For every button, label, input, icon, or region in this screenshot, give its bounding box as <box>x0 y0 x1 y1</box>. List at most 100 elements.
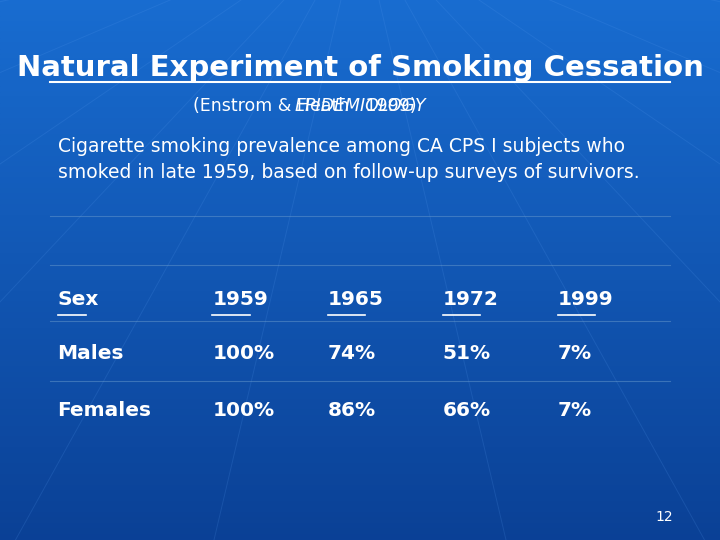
Bar <box>0 27 720 32</box>
Bar <box>0 394 720 400</box>
Bar <box>0 216 720 221</box>
Bar <box>0 54 720 59</box>
Text: Sex: Sex <box>58 290 99 309</box>
Bar <box>0 221 720 227</box>
Text: 100%: 100% <box>212 344 274 363</box>
Bar <box>0 459 720 464</box>
Bar <box>0 329 720 335</box>
Bar <box>0 86 720 92</box>
Bar <box>0 232 720 238</box>
Bar <box>0 443 720 448</box>
Bar <box>0 108 720 113</box>
Bar <box>0 373 720 378</box>
Bar <box>0 389 720 394</box>
Text: 7%: 7% <box>558 401 592 420</box>
Bar <box>0 286 720 292</box>
Bar <box>0 5 720 11</box>
Bar <box>0 400 720 405</box>
Bar <box>0 410 720 416</box>
Bar <box>0 497 720 502</box>
Bar <box>0 378 720 383</box>
Text: Males: Males <box>58 344 124 363</box>
Bar <box>0 103 720 108</box>
Bar <box>0 59 720 65</box>
Bar <box>0 162 720 167</box>
Bar <box>0 151 720 157</box>
Text: EPIDEMIOLOGY: EPIDEMIOLOGY <box>294 97 426 116</box>
Bar <box>0 38 720 43</box>
Bar <box>0 254 720 259</box>
Bar <box>0 313 720 319</box>
Bar <box>0 421 720 427</box>
Bar <box>0 49 720 54</box>
Bar <box>0 518 720 524</box>
Bar <box>0 70 720 76</box>
Bar <box>0 238 720 243</box>
Bar <box>0 319 720 324</box>
Bar <box>0 437 720 443</box>
Bar <box>0 243 720 248</box>
Text: 12: 12 <box>656 510 673 524</box>
Bar <box>0 16 720 22</box>
Bar <box>0 513 720 518</box>
Bar <box>0 113 720 119</box>
Bar <box>0 275 720 281</box>
Text: 100%: 100% <box>212 401 274 420</box>
Bar <box>0 340 720 346</box>
Bar <box>0 270 720 275</box>
Bar <box>0 43 720 49</box>
Text: (Enstrom & Heath: (Enstrom & Heath <box>193 97 360 116</box>
Bar <box>0 464 720 470</box>
Text: 7%: 7% <box>558 344 592 363</box>
Bar <box>0 184 720 189</box>
Bar <box>0 259 720 265</box>
Bar <box>0 535 720 540</box>
Bar <box>0 302 720 308</box>
Bar <box>0 265 720 270</box>
Bar <box>0 146 720 151</box>
Bar <box>0 97 720 103</box>
Bar <box>0 367 720 373</box>
Bar <box>0 351 720 356</box>
Bar <box>0 135 720 140</box>
Text: Natural Experiment of Smoking Cessation: Natural Experiment of Smoking Cessation <box>17 53 703 82</box>
Bar <box>0 11 720 16</box>
Bar <box>0 346 720 351</box>
Bar <box>0 502 720 508</box>
Bar <box>0 508 720 513</box>
Bar <box>0 292 720 297</box>
Bar <box>0 140 720 146</box>
Bar <box>0 470 720 475</box>
Bar <box>0 200 720 205</box>
Text: 1972: 1972 <box>443 290 499 309</box>
Bar <box>0 92 720 97</box>
Text: 1999): 1999) <box>360 97 417 116</box>
Bar <box>0 32 720 38</box>
Text: 74%: 74% <box>328 344 376 363</box>
Bar <box>0 356 720 362</box>
Text: 66%: 66% <box>443 401 491 420</box>
Bar <box>0 427 720 432</box>
Text: Females: Females <box>58 401 152 420</box>
Bar <box>0 194 720 200</box>
Bar <box>0 335 720 340</box>
Bar <box>0 0 720 5</box>
Bar <box>0 205 720 211</box>
Bar <box>0 448 720 454</box>
Bar <box>0 76 720 81</box>
Bar <box>0 157 720 162</box>
Text: 86%: 86% <box>328 401 376 420</box>
Bar <box>0 454 720 459</box>
Bar <box>0 491 720 497</box>
Bar <box>0 65 720 70</box>
Bar <box>0 22 720 27</box>
Bar <box>0 529 720 535</box>
Bar <box>0 481 720 486</box>
Text: 51%: 51% <box>443 344 491 363</box>
Bar <box>0 362 720 367</box>
Bar <box>0 173 720 178</box>
Bar <box>0 383 720 389</box>
Text: Cigarette smoking prevalence among CA CPS I subjects who
smoked in late 1959, ba: Cigarette smoking prevalence among CA CP… <box>58 137 639 182</box>
Bar <box>0 308 720 313</box>
Bar <box>0 130 720 135</box>
